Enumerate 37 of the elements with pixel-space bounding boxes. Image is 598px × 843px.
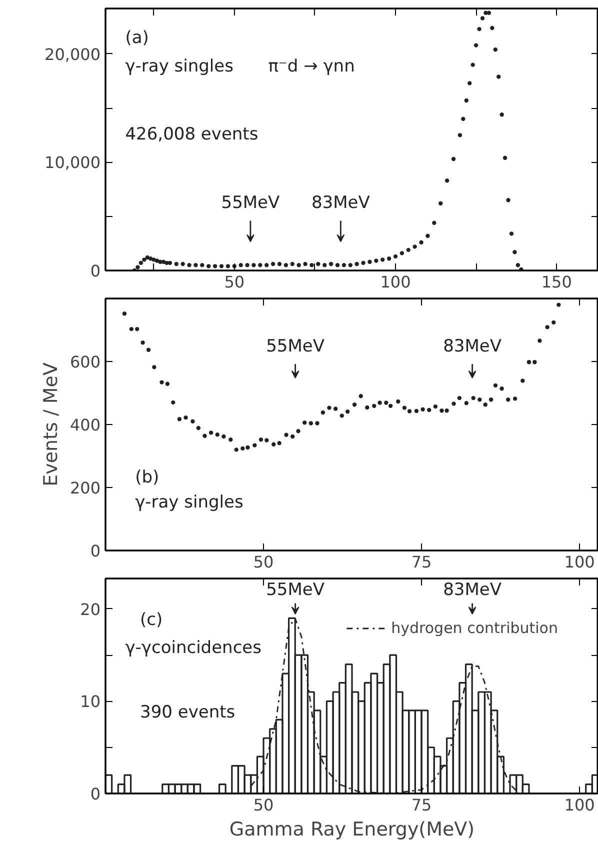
- annotation: 55MeV: [221, 192, 280, 213]
- y-tick-label: 0: [90, 542, 101, 560]
- y-tick-label: 20,000: [44, 44, 100, 64]
- x-tick-label: 100: [380, 272, 411, 292]
- annotation: 83MeV: [311, 192, 370, 213]
- x-tick-label: 75: [411, 552, 432, 572]
- annotation: 390 events: [140, 702, 236, 723]
- annotation: 55MeV: [266, 336, 325, 356]
- annotation: γ-ray singles: [125, 56, 234, 77]
- y-axis-title: Events / MeV: [40, 362, 62, 486]
- x-tick-label: 50: [253, 552, 274, 572]
- y-tick-label: 200: [70, 478, 101, 498]
- annotation: γ-γcoincidences: [125, 638, 262, 658]
- x-tick-label: 75: [411, 796, 432, 814]
- x-tick-label: 100: [564, 796, 595, 814]
- annotation: 83MeV: [443, 580, 502, 600]
- x-tick-label: 50: [224, 272, 245, 292]
- annotation: 426,008 events: [125, 124, 258, 145]
- y-tick-label: 10,000: [44, 153, 100, 172]
- x-tick-label: 150: [541, 272, 572, 292]
- x-tick-label: 100: [564, 552, 595, 572]
- annotation: π⁻d → γnn: [268, 56, 355, 77]
- y-tick-label: 0: [90, 262, 101, 280]
- legend-label: hydrogen contribution: [391, 619, 558, 637]
- annotation: 55MeV: [266, 580, 325, 600]
- annotation: (a): [125, 28, 149, 48]
- annotation: (b): [135, 468, 160, 488]
- y-tick-label: 600: [70, 352, 101, 372]
- y-tick-label: 0: [90, 784, 101, 804]
- x-tick-label: 50: [253, 796, 274, 814]
- annotation: (c): [140, 610, 163, 630]
- y-tick-label: 10: [80, 692, 100, 712]
- x-axis-title: Gamma Ray Energy(MeV): [229, 818, 475, 840]
- y-tick-label: 20: [80, 600, 100, 619]
- annotation: γ-ray singles: [135, 492, 244, 513]
- annotation: 83MeV: [443, 336, 502, 356]
- y-tick-label: 400: [70, 416, 101, 434]
